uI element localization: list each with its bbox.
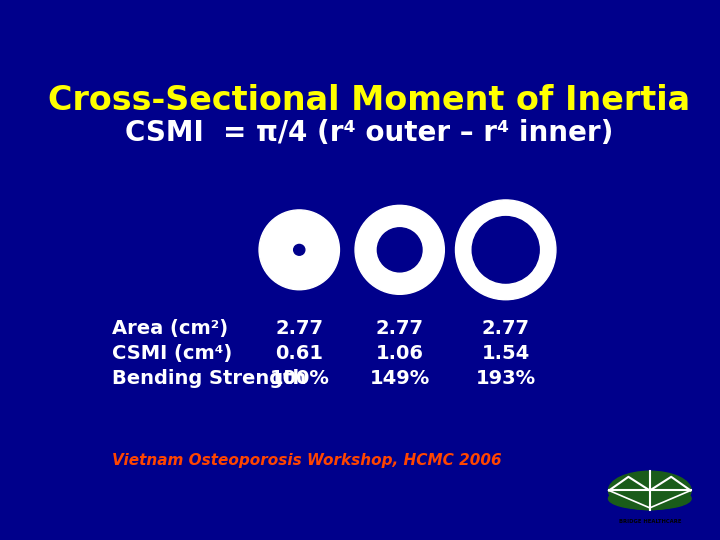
Ellipse shape bbox=[472, 217, 539, 283]
Text: 2.77: 2.77 bbox=[376, 319, 423, 339]
Text: Bending Strength: Bending Strength bbox=[112, 369, 307, 388]
Ellipse shape bbox=[294, 245, 305, 255]
Text: CSMI  = π/4 (r⁴ outer – r⁴ inner): CSMI = π/4 (r⁴ outer – r⁴ inner) bbox=[125, 119, 613, 147]
Text: 2.77: 2.77 bbox=[275, 319, 323, 339]
Text: 149%: 149% bbox=[369, 369, 430, 388]
Ellipse shape bbox=[456, 200, 556, 300]
Text: CSMI (cm⁴): CSMI (cm⁴) bbox=[112, 345, 233, 363]
Text: Area (cm²): Area (cm²) bbox=[112, 319, 228, 339]
Text: BRIDGE HEALTHCARE: BRIDGE HEALTHCARE bbox=[618, 519, 681, 524]
Text: Cross-Sectional Moment of Inertia: Cross-Sectional Moment of Inertia bbox=[48, 84, 690, 117]
Text: 193%: 193% bbox=[476, 369, 536, 388]
Text: 1.06: 1.06 bbox=[376, 345, 423, 363]
Text: 0.61: 0.61 bbox=[275, 345, 323, 363]
Ellipse shape bbox=[377, 228, 422, 272]
Text: Vietnam Osteoporosis Workshop, HCMC 2006: Vietnam Osteoporosis Workshop, HCMC 2006 bbox=[112, 453, 502, 468]
Ellipse shape bbox=[259, 210, 339, 290]
Ellipse shape bbox=[608, 471, 691, 510]
Text: 100%: 100% bbox=[269, 369, 329, 388]
Ellipse shape bbox=[608, 488, 691, 509]
Ellipse shape bbox=[355, 205, 444, 294]
Text: 2.77: 2.77 bbox=[482, 319, 530, 339]
Text: 1.54: 1.54 bbox=[482, 345, 530, 363]
